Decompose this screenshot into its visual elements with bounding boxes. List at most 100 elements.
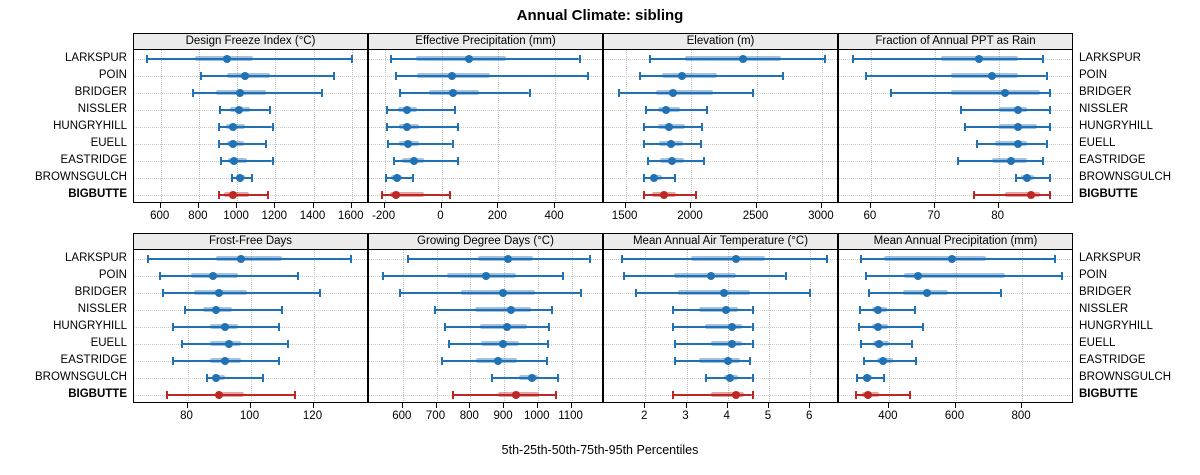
- row-gridline: [839, 377, 1072, 380]
- panel-strip-mean-annual-air-temperature-c-: Mean Annual Air Temperature (°C): [603, 233, 838, 250]
- median-dot: [499, 288, 508, 297]
- median-dot: [403, 122, 412, 131]
- p95-cap: [751, 88, 754, 97]
- median-dot: [235, 105, 243, 114]
- median-dot: [403, 105, 412, 114]
- median-dot: [507, 305, 516, 314]
- median-dot: [873, 322, 882, 331]
- p5-cap: [647, 156, 650, 165]
- row-gridline: [369, 126, 602, 129]
- p95-cap: [809, 288, 812, 297]
- p25-p75-band: [883, 256, 987, 261]
- p95-cap: [448, 190, 451, 199]
- row-gridline: [369, 194, 602, 197]
- x-gridline: [955, 250, 958, 401]
- site-label-right-hungryhill: HUNGRYHILL: [1079, 120, 1153, 132]
- panel-plot-design-freeze-index-c-: [133, 50, 368, 203]
- p5-cap: [860, 254, 862, 263]
- p95-cap: [699, 139, 702, 148]
- p5-p95-range: [858, 325, 923, 328]
- p5-cap: [199, 71, 202, 80]
- site-label-right-brownsgulch: BROWNSGULCH: [1079, 371, 1172, 383]
- p5-cap: [448, 339, 451, 348]
- p5-p95-range: [963, 125, 1050, 128]
- p95-cap: [586, 71, 589, 80]
- p5-p95-range: [642, 176, 676, 179]
- x-gridline: [769, 250, 771, 401]
- p5-cap: [674, 356, 677, 365]
- x-tick-mark: [401, 403, 403, 408]
- x-tick-label: 1000: [524, 410, 550, 422]
- p95-cap: [266, 190, 269, 199]
- p5-cap: [146, 254, 149, 263]
- p5-cap: [231, 173, 234, 182]
- x-tick-mark: [954, 403, 956, 408]
- x-tick-mark: [503, 403, 505, 408]
- x-tick-mark: [186, 403, 188, 408]
- p95-cap: [674, 173, 677, 182]
- p25-p75-band: [415, 56, 507, 61]
- p5-p95-range: [960, 108, 1050, 111]
- p25-p75-band: [698, 358, 740, 363]
- p5-cap: [206, 373, 209, 382]
- x-tick-label: 1500: [611, 210, 638, 222]
- median-dot: [221, 356, 230, 365]
- p25-p75-band: [674, 273, 736, 278]
- p25-p75-band: [698, 307, 738, 312]
- median-dot: [667, 139, 676, 148]
- p5-cap: [672, 390, 674, 399]
- row-gridline: [839, 360, 1072, 363]
- p5-cap: [394, 71, 397, 80]
- median-dot: [727, 322, 736, 331]
- median-dot: [721, 305, 730, 314]
- p5-p95-range: [386, 142, 453, 145]
- p5-p95-range: [672, 393, 753, 396]
- site-label-right-eastridge: EASTRIDGE: [1079, 354, 1146, 366]
- median-dot: [222, 54, 231, 63]
- median-dot: [650, 173, 659, 182]
- site-label-left-hungryhill: HUNGRYHILL: [53, 120, 127, 132]
- p25-p75-band: [950, 73, 1018, 78]
- p95-cap: [695, 190, 698, 199]
- panel-strip-label: Fraction of Annual PPT as Rain: [875, 35, 1036, 47]
- row-gridline: [369, 177, 602, 180]
- x-gridline: [645, 250, 647, 401]
- median-dot: [527, 373, 536, 382]
- panel-strip-label: Growing Degree Days (°C): [417, 235, 554, 247]
- median-dot: [403, 139, 412, 148]
- site-label-left-bridger: BRIDGER: [74, 86, 127, 98]
- p5-cap: [219, 156, 222, 165]
- p5-p95-range: [672, 308, 753, 311]
- row-gridline: [839, 177, 1072, 180]
- p95-cap: [1000, 288, 1003, 297]
- p95-cap: [456, 156, 459, 165]
- median-dot: [392, 190, 400, 199]
- panel-strip-elevation-m-: Elevation (m): [603, 33, 838, 50]
- site-label-right-nissler: NISSLER: [1079, 303, 1129, 315]
- p5-cap: [645, 105, 648, 114]
- p5-cap: [162, 288, 165, 297]
- p25-p75-band: [711, 392, 745, 397]
- x-tick-mark: [312, 403, 314, 408]
- median-dot: [660, 190, 669, 199]
- p5-cap: [406, 254, 409, 263]
- site-label-right-bigbutte: BIGBUTTE: [1079, 388, 1138, 400]
- p5-cap: [452, 390, 455, 399]
- p95-cap: [451, 139, 454, 148]
- p25-p75-band: [711, 341, 743, 346]
- p5-cap: [672, 322, 674, 331]
- x-tick-mark: [685, 403, 687, 408]
- p25-p75-band: [950, 90, 1041, 95]
- panel-strip-label: Mean Annual Precipitation (mm): [873, 235, 1038, 247]
- x-tick-label: 3000: [808, 210, 834, 222]
- p5-cap: [649, 54, 652, 63]
- median-dot: [874, 339, 883, 348]
- panel-plot-mean-annual-air-temperature-c-: [603, 250, 838, 403]
- p5-p95-range: [649, 57, 826, 60]
- p95-cap: [751, 373, 754, 382]
- x-tick-label: 600: [392, 410, 412, 422]
- median-dot: [215, 390, 223, 399]
- p5-cap: [672, 305, 674, 314]
- p95-cap: [350, 254, 353, 263]
- row-gridline: [839, 309, 1072, 312]
